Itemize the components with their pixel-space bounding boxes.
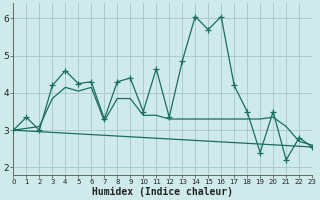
X-axis label: Humidex (Indice chaleur): Humidex (Indice chaleur) xyxy=(92,186,233,197)
